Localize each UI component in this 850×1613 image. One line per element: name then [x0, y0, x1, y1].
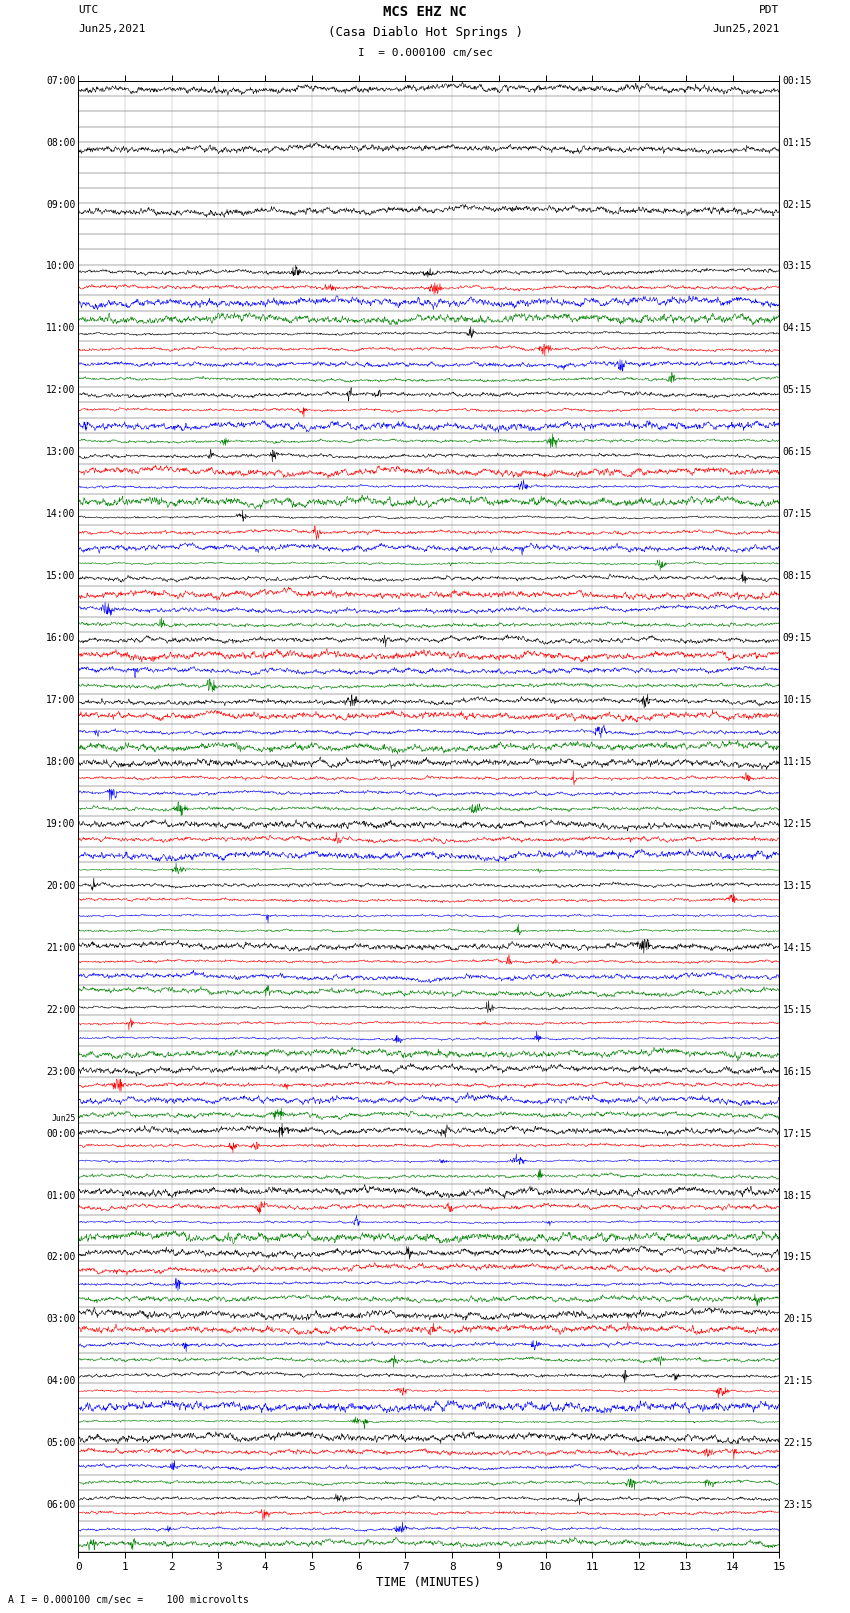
Text: 22:15: 22:15	[783, 1439, 813, 1448]
Text: 04:15: 04:15	[783, 324, 813, 334]
Text: 11:15: 11:15	[783, 756, 813, 766]
Text: 04:00: 04:00	[46, 1376, 76, 1386]
Text: 13:00: 13:00	[46, 447, 76, 456]
Text: 07:00: 07:00	[46, 76, 76, 85]
Text: 21:15: 21:15	[783, 1376, 813, 1386]
Text: 20:00: 20:00	[46, 881, 76, 890]
Text: 13:15: 13:15	[783, 881, 813, 890]
Text: 02:00: 02:00	[46, 1253, 76, 1263]
Text: Jun25,2021: Jun25,2021	[712, 24, 779, 34]
Text: 20:15: 20:15	[783, 1315, 813, 1324]
Text: 23:15: 23:15	[783, 1500, 813, 1510]
Text: 18:15: 18:15	[783, 1190, 813, 1200]
Text: PDT: PDT	[759, 5, 779, 15]
Text: 21:00: 21:00	[46, 944, 76, 953]
Text: 12:00: 12:00	[46, 386, 76, 395]
Text: 06:00: 06:00	[46, 1500, 76, 1510]
Text: Jun25: Jun25	[51, 1113, 76, 1123]
Text: A I = 0.000100 cm/sec =    100 microvolts: A I = 0.000100 cm/sec = 100 microvolts	[8, 1595, 249, 1605]
Text: 16:00: 16:00	[46, 634, 76, 644]
Text: 09:15: 09:15	[783, 634, 813, 644]
Text: I  = 0.000100 cm/sec: I = 0.000100 cm/sec	[358, 48, 492, 58]
Text: 00:00: 00:00	[46, 1129, 76, 1139]
Text: 08:00: 08:00	[46, 137, 76, 147]
Text: 17:00: 17:00	[46, 695, 76, 705]
Text: 23:00: 23:00	[46, 1066, 76, 1076]
Text: 14:00: 14:00	[46, 510, 76, 519]
Text: 22:00: 22:00	[46, 1005, 76, 1015]
Text: 02:15: 02:15	[783, 200, 813, 210]
Text: 01:00: 01:00	[46, 1190, 76, 1200]
Text: 15:00: 15:00	[46, 571, 76, 581]
Text: 14:15: 14:15	[783, 944, 813, 953]
Text: 08:15: 08:15	[783, 571, 813, 581]
Text: 03:00: 03:00	[46, 1315, 76, 1324]
Text: 09:00: 09:00	[46, 200, 76, 210]
Text: 19:00: 19:00	[46, 819, 76, 829]
Text: 01:15: 01:15	[783, 137, 813, 147]
Text: 18:00: 18:00	[46, 756, 76, 766]
Text: Jun25,2021: Jun25,2021	[78, 24, 145, 34]
Text: 19:15: 19:15	[783, 1253, 813, 1263]
Text: 11:00: 11:00	[46, 324, 76, 334]
Text: 16:15: 16:15	[783, 1066, 813, 1076]
Text: 05:00: 05:00	[46, 1439, 76, 1448]
Text: 15:15: 15:15	[783, 1005, 813, 1015]
Text: 10:15: 10:15	[783, 695, 813, 705]
Text: 12:15: 12:15	[783, 819, 813, 829]
Text: MCS EHZ NC: MCS EHZ NC	[383, 5, 467, 19]
Text: 06:15: 06:15	[783, 447, 813, 456]
Text: 00:15: 00:15	[783, 76, 813, 85]
Text: 03:15: 03:15	[783, 261, 813, 271]
Text: 05:15: 05:15	[783, 386, 813, 395]
Text: 17:15: 17:15	[783, 1129, 813, 1139]
Text: UTC: UTC	[78, 5, 99, 15]
Text: 10:00: 10:00	[46, 261, 76, 271]
Text: (Casa Diablo Hot Springs ): (Casa Diablo Hot Springs )	[327, 26, 523, 39]
X-axis label: TIME (MINUTES): TIME (MINUTES)	[377, 1576, 481, 1589]
Text: 07:15: 07:15	[783, 510, 813, 519]
